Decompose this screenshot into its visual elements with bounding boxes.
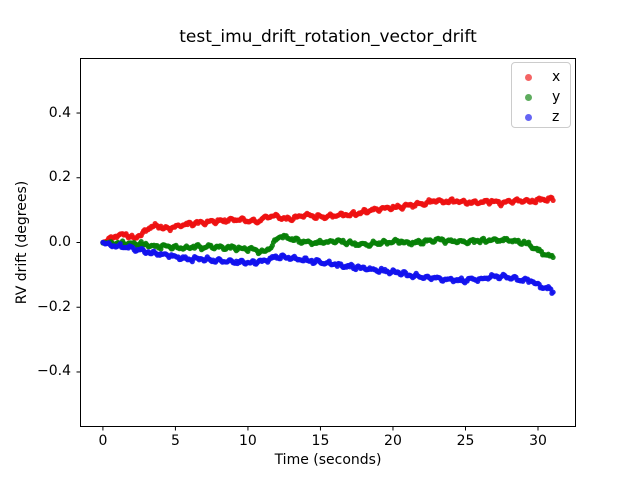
data-points xyxy=(100,194,556,296)
x-tick-label: 25 xyxy=(456,433,475,449)
x-tick-label: 10 xyxy=(239,433,257,449)
legend-item-z: z xyxy=(512,108,570,126)
x-tick-label: 15 xyxy=(311,433,330,449)
y-tick-label: −0.2 xyxy=(37,298,71,315)
x-tick-label: 20 xyxy=(384,433,402,449)
x-axis-label: Time (seconds) xyxy=(274,452,382,468)
y-tick-label: −0.4 xyxy=(37,363,71,380)
y-axis-label: RV drift (degrees) xyxy=(14,180,30,305)
legend-item-x: x xyxy=(512,68,570,86)
legend-marker-z xyxy=(525,113,532,121)
legend-marker-y xyxy=(525,93,532,101)
x-tick-label: 30 xyxy=(529,433,547,449)
legend-item-y: y xyxy=(512,88,570,106)
legend-label: z xyxy=(552,109,560,125)
axis-ticks xyxy=(76,112,539,431)
x-tick-label: 5 xyxy=(170,433,180,449)
series-z-points xyxy=(100,239,556,296)
legend-label: y xyxy=(552,89,561,105)
y-tick-label: 0.4 xyxy=(48,104,71,121)
chart-title: test_imu_drift_rotation_vector_drift xyxy=(179,27,477,47)
y-tick-label: 0.0 xyxy=(48,234,71,250)
y-tick-label: 0.2 xyxy=(48,169,71,186)
legend-label: x xyxy=(552,69,561,85)
legend-marker-x xyxy=(525,73,532,81)
axes-frame xyxy=(80,58,576,427)
x-tick-label: 0 xyxy=(98,433,108,449)
series-x-points xyxy=(100,194,556,246)
